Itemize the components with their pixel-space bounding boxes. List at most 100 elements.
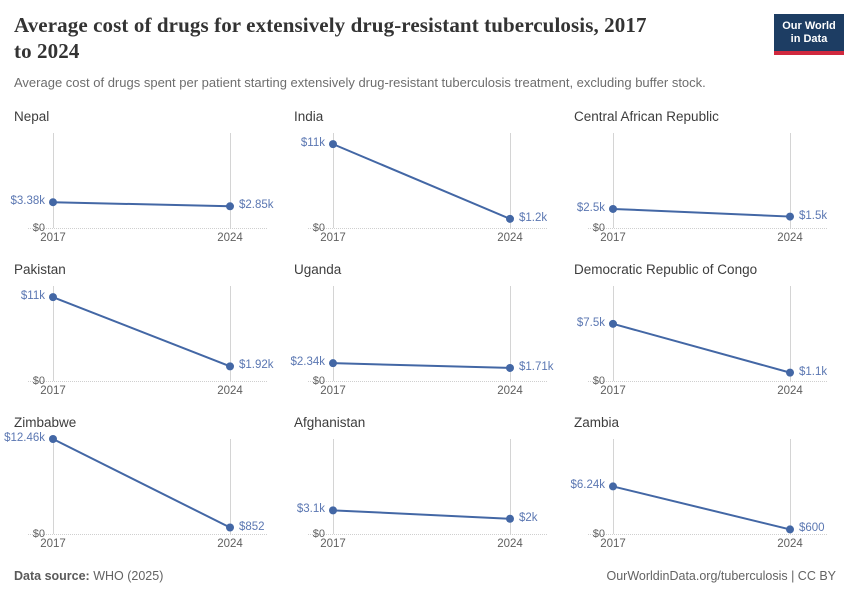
logo-text-line2: in Data (790, 32, 828, 45)
zero-baseline (28, 381, 267, 382)
data-point-label: $11k (20, 290, 45, 303)
x-tick-label: 2024 (497, 385, 523, 397)
trend-line-svg (609, 482, 794, 534)
x-tick-label: 2024 (777, 232, 803, 244)
chart-panel: Central African Republic $0 2017 2024 $2.5k $… (574, 107, 850, 260)
chart-panel: Afghanistan $0 2017 2024 $3.1k $2k (294, 413, 574, 566)
data-point-label: $3.38k (10, 195, 45, 208)
x-tick-label: 2017 (40, 385, 66, 397)
chart-panel: Uganda $0 2017 2024 $2.34k $1.71k (290, 260, 574, 413)
x-tick-label: 2017 (320, 538, 346, 550)
chart-footer: Data source: WHO (2025) OurWorldinData.o… (14, 568, 836, 584)
data-point-label: $1.71k (519, 360, 554, 373)
panel-title: Central African Republic (574, 109, 719, 124)
y-axis-zero-label: $0 (32, 222, 45, 234)
x-tick-label: 2024 (217, 538, 243, 550)
zero-baseline (308, 534, 547, 535)
chart-panel: Nepal $0 2017 2024 $3.38k $2.85k (10, 107, 294, 260)
x-gridline (230, 286, 231, 381)
zero-baseline (308, 228, 547, 229)
data-point (49, 435, 57, 443)
trend-line-svg (609, 204, 794, 221)
our-world-in-data-logo: Our World in Data (774, 14, 844, 55)
panel-title: Afghanistan (294, 415, 366, 430)
x-gridline (790, 286, 791, 381)
data-source-label: Data source: (14, 569, 90, 583)
trend-line (52, 438, 231, 529)
panel-title: Uganda (294, 262, 342, 277)
x-tick-label: 2024 (217, 232, 243, 244)
data-point (226, 523, 234, 532)
panel-title: Pakistan (14, 262, 66, 277)
trend-line-svg (329, 140, 514, 223)
x-gridline (333, 286, 334, 381)
x-gridline (790, 133, 791, 228)
x-gridline (333, 133, 334, 228)
y-axis-zero-label: $0 (32, 528, 45, 540)
y-axis-zero-label: $0 (312, 375, 325, 387)
small-multiples-grid: Nepal $0 2017 2024 $3.38k $2.85k India $0 2017 20… (4, 107, 850, 566)
trend-line-svg (49, 198, 234, 211)
zero-baseline (588, 228, 827, 229)
zero-baseline (28, 228, 267, 229)
x-gridline (510, 286, 511, 381)
x-tick-label: 2017 (600, 232, 626, 244)
data-point-label: $11k (300, 137, 325, 150)
x-gridline (790, 439, 791, 534)
x-gridline (53, 286, 54, 381)
panel-title: India (294, 109, 324, 124)
data-point-label: $6.24k (570, 479, 605, 492)
trend-line (612, 207, 791, 218)
data-point-label: $2.34k (290, 356, 325, 369)
data-point (609, 482, 617, 491)
trend-line (52, 201, 231, 208)
x-gridline (333, 439, 334, 534)
chart-title: Average cost of drugs for extensively dr… (14, 13, 647, 63)
zero-baseline (308, 381, 547, 382)
data-point (226, 362, 234, 371)
data-point (609, 204, 617, 213)
x-gridline (613, 286, 614, 381)
panel-title: Zimbabwe (14, 415, 77, 430)
x-tick-label: 2017 (600, 538, 626, 550)
data-point (329, 359, 337, 368)
chart-panel: Zimbabwe $0 2017 2024 $12.46k $852 (4, 413, 294, 566)
chart-panel: India $0 2017 2024 $11k $1.2k (294, 107, 574, 260)
x-gridline (510, 133, 511, 228)
data-point (226, 202, 234, 211)
trend-line (612, 322, 791, 374)
panel-title: Nepal (14, 109, 50, 124)
data-point (49, 293, 57, 302)
x-gridline (230, 439, 231, 534)
logo-text-line1: Our World (782, 19, 836, 32)
x-tick-label: 2024 (777, 385, 803, 397)
x-tick-label: 2024 (777, 538, 803, 550)
chart-panel: Zambia $0 2017 2024 $6.24k $600 (570, 413, 850, 566)
data-point (786, 212, 794, 221)
data-point-label: $7.5k (576, 316, 605, 329)
trend-line-svg (609, 319, 794, 377)
data-point (786, 368, 794, 377)
x-tick-label: 2017 (40, 538, 66, 550)
trend-line (52, 296, 231, 368)
panel-title: Zambia (574, 415, 620, 430)
trend-line-svg (329, 359, 514, 372)
zero-baseline (28, 534, 267, 535)
y-axis-zero-label: $0 (312, 222, 325, 234)
x-tick-label: 2024 (497, 232, 523, 244)
data-point-label: $852 (239, 520, 265, 533)
x-tick-label: 2017 (320, 385, 346, 397)
x-tick-label: 2017 (600, 385, 626, 397)
y-axis-zero-label: $0 (312, 528, 325, 540)
y-axis-zero-label: $0 (592, 528, 605, 540)
x-gridline (53, 439, 54, 534)
data-point (786, 525, 794, 534)
x-gridline (53, 133, 54, 228)
x-tick-label: 2024 (497, 538, 523, 550)
license-credit: OurWorldinData.org/tuberculosis | CC BY (606, 569, 837, 583)
x-gridline (613, 133, 614, 228)
data-point-label: $600 (799, 522, 825, 535)
trend-line (332, 362, 511, 369)
x-tick-label: 2017 (320, 232, 346, 244)
